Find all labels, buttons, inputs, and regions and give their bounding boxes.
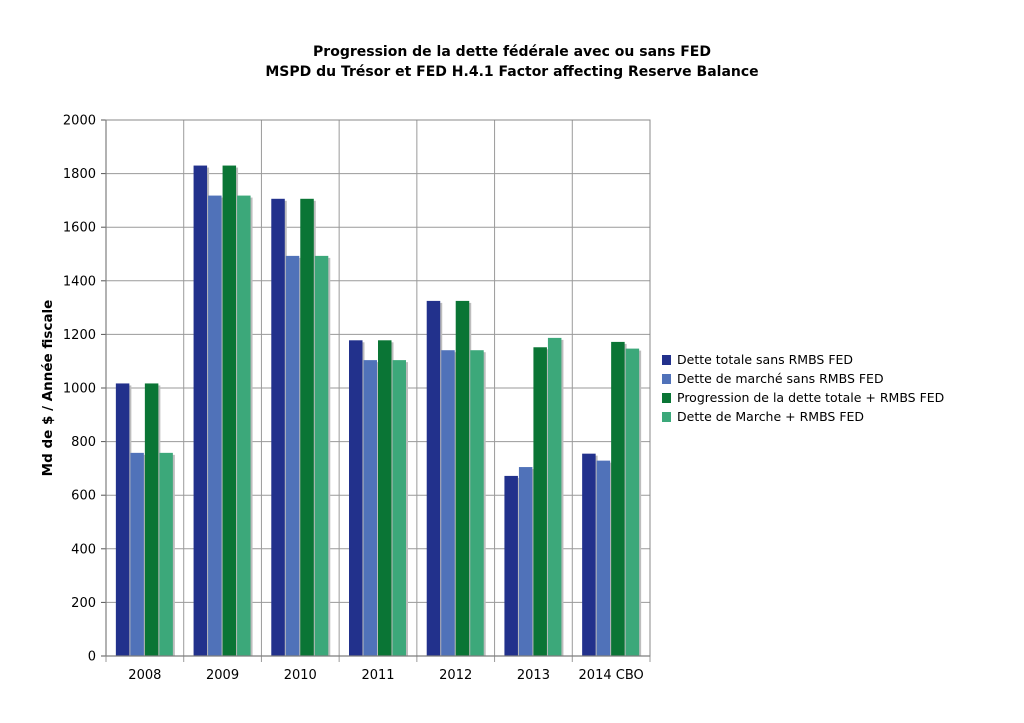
- bar: [441, 350, 455, 656]
- legend-item: Progression de la dette totale + RMBS FE…: [662, 388, 944, 407]
- bar: [222, 165, 237, 656]
- x-tick-label: 2014 CBO: [579, 668, 644, 683]
- y-axis-label: Md de $ / Année fiscale: [40, 300, 56, 477]
- legend-swatch: [662, 411, 671, 422]
- y-tick-label: 400: [71, 542, 96, 557]
- y-tick-label: 1200: [63, 328, 96, 343]
- legend-swatch: [662, 354, 671, 365]
- legend-swatch: [662, 373, 671, 384]
- legend-item: Dette de marché sans RMBS FED: [662, 369, 944, 388]
- bar: [144, 383, 159, 656]
- bar: [392, 360, 406, 656]
- bar: [159, 452, 173, 656]
- bar: [547, 337, 562, 656]
- bar: [518, 467, 533, 656]
- chart-title-line2: MSPD du Trésor et FED H.4.1 Factor affec…: [265, 64, 759, 80]
- bar: [533, 347, 547, 656]
- bar: [208, 195, 222, 657]
- x-tick-label: 2009: [206, 668, 239, 683]
- y-tick-label: 600: [71, 489, 96, 504]
- y-tick-label: 0: [88, 650, 96, 665]
- x-tick-label: 2011: [361, 668, 394, 683]
- bar: [470, 350, 484, 656]
- bar: [130, 452, 144, 656]
- y-tick-label: 1000: [63, 382, 96, 397]
- y-tick-label: 200: [71, 596, 96, 611]
- y-tick-label: 1800: [63, 167, 96, 182]
- bar: [596, 460, 611, 656]
- chart-title-line1: Progression de la dette fédérale avec ou…: [313, 44, 711, 60]
- y-tick-label: 1600: [63, 221, 96, 236]
- bar: [237, 195, 251, 657]
- y-tick-label: 800: [71, 435, 96, 450]
- bar: [193, 165, 208, 656]
- legend-item: Dette totale sans RMBS FED: [662, 350, 944, 369]
- legend-label: Dette de marché sans RMBS FED: [677, 371, 884, 386]
- bar: [300, 198, 314, 657]
- legend-label: Dette totale sans RMBS FED: [677, 352, 854, 367]
- bar: [611, 341, 625, 656]
- bar: [378, 340, 392, 656]
- x-tick-label: 2010: [284, 668, 317, 683]
- legend-label: Progression de la dette totale + RMBS FE…: [677, 390, 945, 405]
- y-tick-label: 2000: [63, 114, 96, 129]
- legend-swatch: [662, 392, 671, 403]
- bar: [115, 383, 130, 656]
- bar: [314, 255, 329, 656]
- bar: [625, 348, 640, 656]
- y-tick-label: 1400: [63, 274, 96, 289]
- bar: [504, 475, 518, 656]
- bar: [582, 453, 596, 656]
- bar: [455, 300, 470, 656]
- x-tick-label: 2008: [128, 668, 161, 683]
- chart-legend: Dette totale sans RMBS FED Dette de march…: [662, 350, 944, 426]
- bar: [349, 340, 363, 656]
- bar: [271, 198, 285, 657]
- legend-item: Dette de Marche + RMBS FED: [662, 407, 944, 426]
- bar: [426, 300, 441, 656]
- x-tick-label: 2012: [439, 668, 472, 683]
- bar: [285, 255, 300, 656]
- bar: [363, 360, 377, 656]
- legend-label: Dette de Marche + RMBS FED: [677, 409, 865, 424]
- x-tick-label: 2013: [517, 668, 550, 683]
- plot-border: [105, 119, 651, 657]
